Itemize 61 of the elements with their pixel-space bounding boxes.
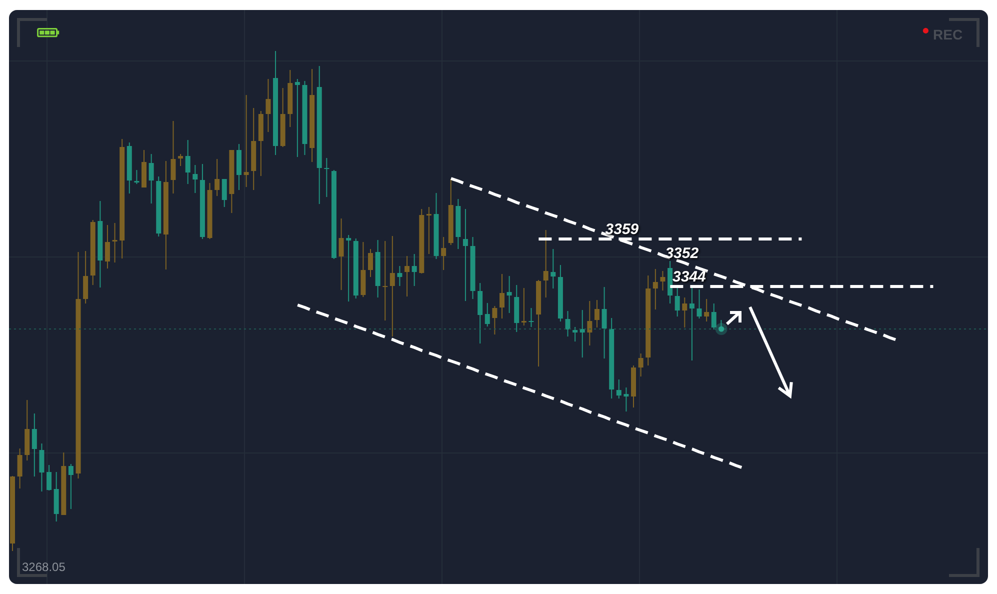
candlestick xyxy=(500,274,504,319)
candlestick xyxy=(185,140,190,184)
candlestick xyxy=(674,286,680,317)
candlestick xyxy=(711,303,716,330)
candlestick xyxy=(178,154,184,166)
candlestick xyxy=(462,208,468,302)
candlestick xyxy=(17,448,22,489)
candlestick xyxy=(689,286,694,361)
candlestick xyxy=(338,218,344,290)
candlestick xyxy=(478,282,483,344)
candlestick xyxy=(616,379,622,399)
candlestick xyxy=(594,300,600,328)
candlestick xyxy=(565,310,570,337)
text: 3268.05 xyxy=(22,560,66,574)
candlestick xyxy=(192,164,198,194)
candlestick xyxy=(550,248,556,289)
series-label: 3352 xyxy=(665,245,700,262)
candlestick xyxy=(112,222,118,263)
candlestick xyxy=(682,297,688,328)
candlestick xyxy=(660,270,666,291)
candlestick xyxy=(624,387,629,412)
candlestick xyxy=(104,224,110,269)
candlestick xyxy=(704,298,710,322)
candlestick xyxy=(528,308,534,328)
candlestick xyxy=(441,236,446,270)
candlestick xyxy=(134,170,140,184)
candlestick xyxy=(346,234,352,302)
candlestick xyxy=(404,256,410,297)
candlestick xyxy=(390,236,395,337)
candlestick xyxy=(170,120,176,194)
candlestick xyxy=(148,154,154,204)
candlestick xyxy=(244,94,249,188)
series-label: 3344 xyxy=(672,268,707,286)
candlestick xyxy=(602,286,607,359)
candlestick xyxy=(83,250,88,304)
candlestick xyxy=(397,266,402,286)
candlestick xyxy=(324,158,330,198)
candlestick xyxy=(68,464,74,510)
candlestick xyxy=(572,326,578,342)
candlestick xyxy=(294,78,300,158)
candlestick xyxy=(382,240,388,321)
candlestick xyxy=(506,276,512,314)
candlestick xyxy=(521,288,526,326)
candlestick xyxy=(32,413,37,477)
candlestick xyxy=(214,158,220,196)
candlestick xyxy=(266,78,271,132)
candlestick xyxy=(696,289,702,319)
candlestick xyxy=(543,230,548,298)
series-label: 3359 xyxy=(605,221,640,238)
candlestick xyxy=(587,300,592,346)
candlestick xyxy=(484,302,490,327)
candlestick xyxy=(222,178,227,208)
candlestick xyxy=(426,206,432,254)
candlestick xyxy=(652,268,658,310)
candlestick xyxy=(412,254,417,286)
candlestick xyxy=(580,310,585,358)
candlestick xyxy=(638,353,644,377)
candlestick xyxy=(368,248,373,278)
candlestick xyxy=(46,464,52,491)
candlestick xyxy=(492,306,498,335)
candlestick xyxy=(39,443,44,492)
